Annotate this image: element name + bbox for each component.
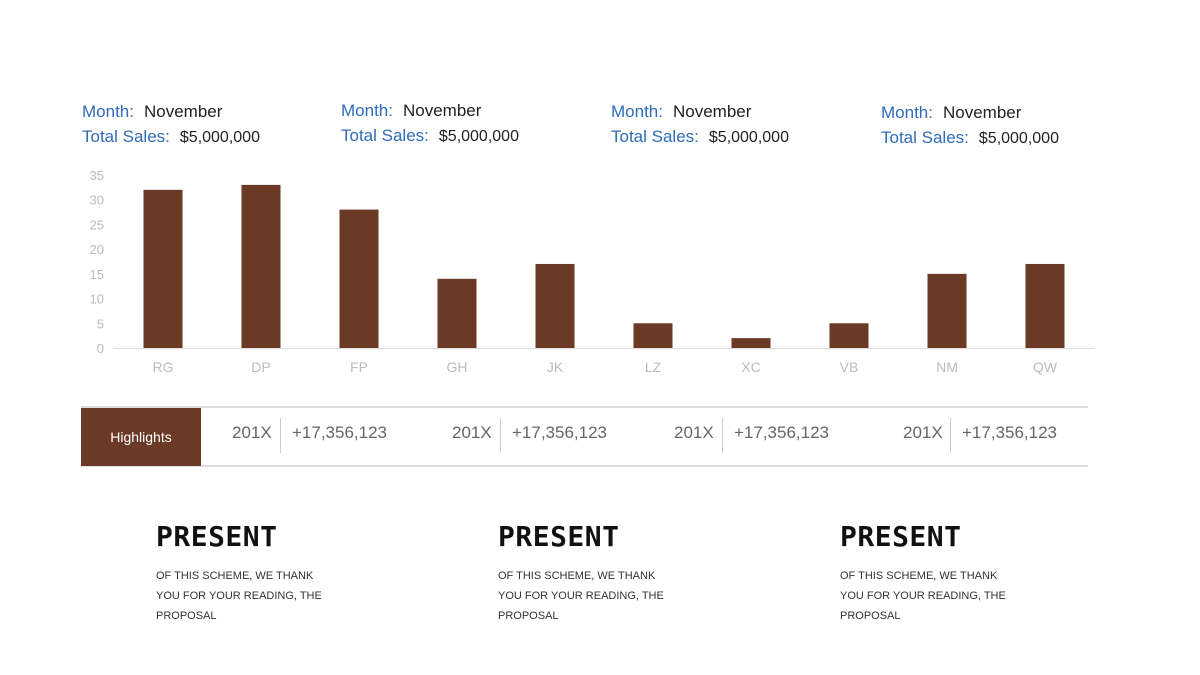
x-tick-label: XC — [741, 359, 760, 375]
stat-sales-row: Total Sales: $5,000,000 — [341, 123, 519, 149]
bar-gh — [437, 278, 477, 348]
stat-block-2: Month: November Total Sales: $5,000,000 — [341, 98, 519, 149]
present-card-1: PRESENT OF THIS SCHEME, WE THANK YOU FOR… — [156, 520, 356, 626]
highlights-label: Highlights — [81, 408, 201, 466]
x-tick-label: LZ — [645, 359, 662, 375]
x-tick-label: VB — [840, 359, 859, 375]
highlight-value: +17,356,123 — [734, 423, 830, 442]
highlight-divider — [500, 418, 501, 453]
bar-xc — [731, 338, 771, 348]
stat-block-4: Month: November Total Sales: $5,000,000 — [881, 100, 1059, 151]
highlights-bottom-rule — [81, 465, 1088, 467]
stat-month-row: Month: November — [611, 99, 789, 124]
month-value: November — [402, 101, 482, 120]
highlight-year: 201X — [674, 423, 714, 442]
present-card-3: PRESENT OF THIS SCHEME, WE THANK YOU FOR… — [840, 520, 1040, 626]
stat-block-1: Month: November Total Sales: $5,000,000 — [82, 99, 260, 150]
y-tick-label: 25 — [90, 217, 104, 232]
highlights-top-rule — [81, 406, 1088, 408]
y-tick-label: 35 — [90, 168, 104, 183]
x-tick-label: GH — [447, 359, 468, 375]
month-label: Month: — [611, 102, 663, 121]
x-tick-label: FP — [350, 359, 368, 375]
present-text: OF THIS SCHEME, WE THANK YOU FOR YOUR RE… — [498, 570, 664, 622]
month-value: November — [143, 102, 223, 121]
bar-dp — [241, 184, 281, 348]
month-value: November — [672, 102, 752, 121]
stat-month-row: Month: November — [82, 99, 260, 124]
highlight-divider — [722, 418, 723, 453]
bar-jk — [535, 263, 575, 348]
highlight-value: +17,356,123 — [962, 423, 1058, 442]
sales-label: Total Sales: — [611, 127, 699, 146]
sales-value: $5,000,000 — [708, 129, 789, 146]
stat-sales-row: Total Sales: $5,000,000 — [82, 124, 260, 150]
bar-nm — [927, 273, 967, 348]
bar-qw — [1025, 263, 1065, 348]
present-text: OF THIS SCHEME, WE THANK YOU FOR YOUR RE… — [156, 570, 322, 622]
month-label: Month: — [881, 103, 933, 122]
bar-rg — [143, 189, 183, 348]
present-title: PRESENT — [156, 520, 278, 553]
y-tick-label: 15 — [90, 267, 104, 282]
bar-chart: 0 5 10 15 20 25 30 35 RG DP FP GH JK LZ XC VB NM QW — [90, 168, 1094, 375]
month-label: Month: — [341, 101, 393, 120]
y-tick-label: 20 — [90, 242, 104, 257]
present-title: PRESENT — [498, 520, 620, 553]
highlight-value: +17,356,123 — [292, 423, 388, 442]
sales-label: Total Sales: — [82, 127, 170, 146]
sales-label: Total Sales: — [881, 128, 969, 147]
stat-month-row: Month: November — [881, 100, 1059, 125]
stat-month-row: Month: November — [341, 98, 519, 123]
x-tick-label: QW — [1033, 359, 1058, 375]
highlight-divider — [280, 418, 281, 453]
y-tick-label: 10 — [90, 292, 104, 307]
highlight-value: +17,356,123 — [512, 423, 608, 442]
x-tick-label: DP — [251, 359, 270, 375]
present-text: OF THIS SCHEME, WE THANK YOU FOR YOUR RE… — [840, 570, 1006, 622]
highlight-year: 201X — [903, 423, 943, 442]
y-tick-label: 0 — [97, 341, 104, 356]
stat-block-3: Month: November Total Sales: $5,000,000 — [611, 99, 789, 150]
x-tick-label: RG — [153, 359, 174, 375]
sales-value: $5,000,000 — [978, 130, 1059, 147]
sales-value: $5,000,000 — [438, 128, 519, 145]
y-tick-label: 30 — [90, 193, 104, 208]
highlight-year: 201X — [232, 423, 272, 442]
stat-sales-row: Total Sales: $5,000,000 — [611, 124, 789, 150]
y-tick-label: 5 — [97, 316, 104, 331]
x-tick-label: JK — [547, 359, 564, 375]
bar-fp — [339, 209, 379, 348]
sales-label: Total Sales: — [341, 126, 429, 145]
present-title: PRESENT — [840, 520, 962, 553]
month-label: Month: — [82, 102, 134, 121]
sales-value: $5,000,000 — [179, 129, 260, 146]
bar-vb — [829, 323, 869, 348]
present-card-2: PRESENT OF THIS SCHEME, WE THANK YOU FOR… — [498, 520, 698, 626]
highlight-year: 201X — [452, 423, 492, 442]
x-tick-label: NM — [936, 359, 958, 375]
highlight-divider — [950, 418, 951, 453]
month-value: November — [942, 103, 1022, 122]
bar-lz — [633, 323, 673, 348]
stat-sales-row: Total Sales: $5,000,000 — [881, 125, 1059, 151]
